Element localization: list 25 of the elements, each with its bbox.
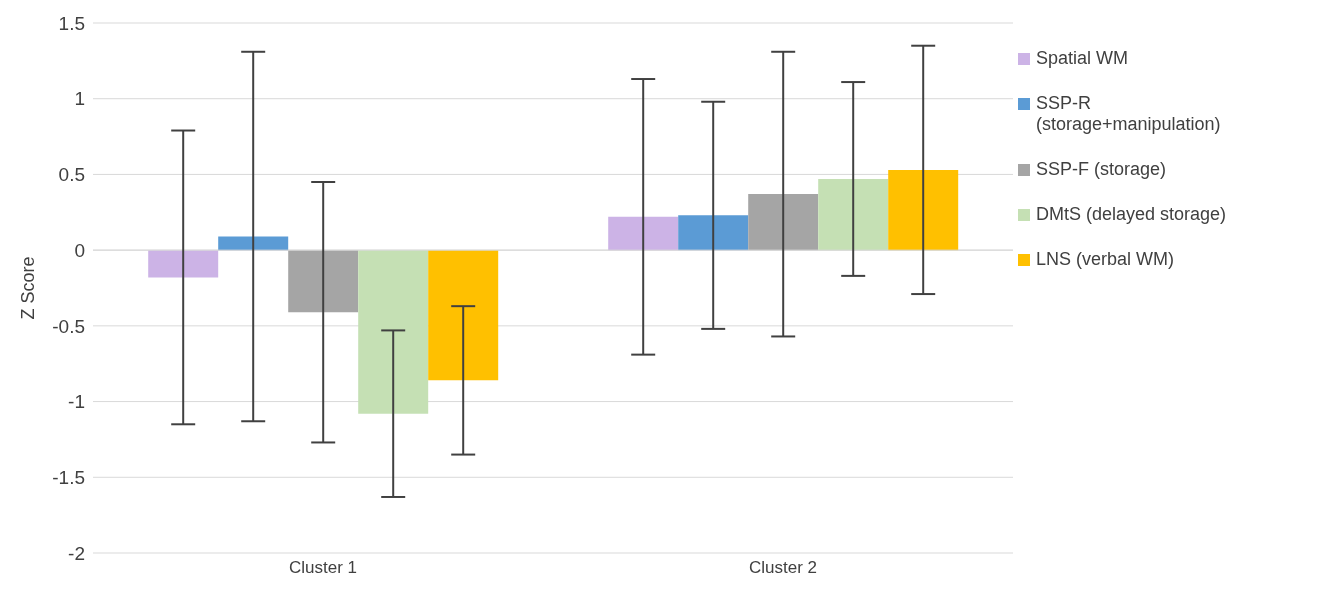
bar — [148, 250, 219, 278]
x-tick-label: Cluster 2 — [748, 558, 818, 578]
legend-label: Spatial WM — [1036, 48, 1130, 69]
bar — [748, 194, 819, 251]
bar — [818, 178, 889, 251]
y-tick-label: 0.5 — [58, 164, 85, 186]
bar — [678, 215, 749, 251]
y-tick-label: -1 — [68, 391, 85, 413]
y-tick-label: -1.5 — [52, 467, 85, 489]
legend-label: SSP-R (storage+manipulation) — [1036, 93, 1222, 135]
bar — [358, 250, 429, 414]
bar — [608, 216, 679, 251]
legend-label: LNS (verbal WM) — [1036, 249, 1175, 270]
bar — [288, 250, 359, 313]
y-tick-label: 1.5 — [58, 12, 85, 34]
bar — [428, 250, 499, 381]
y-tick-label: 0 — [74, 239, 85, 261]
legend-label: DMtS (delayed storage) — [1036, 204, 1228, 225]
y-tick-label: -0.5 — [52, 315, 85, 337]
legend-label: SSP-F (storage) — [1036, 159, 1168, 180]
y-tick-label: 1 — [74, 88, 85, 110]
bar — [888, 169, 959, 251]
y-axis-title: Z Score — [18, 256, 39, 320]
x-tick-label: Cluster 1 — [288, 558, 358, 578]
y-tick-label: -2 — [68, 542, 85, 564]
